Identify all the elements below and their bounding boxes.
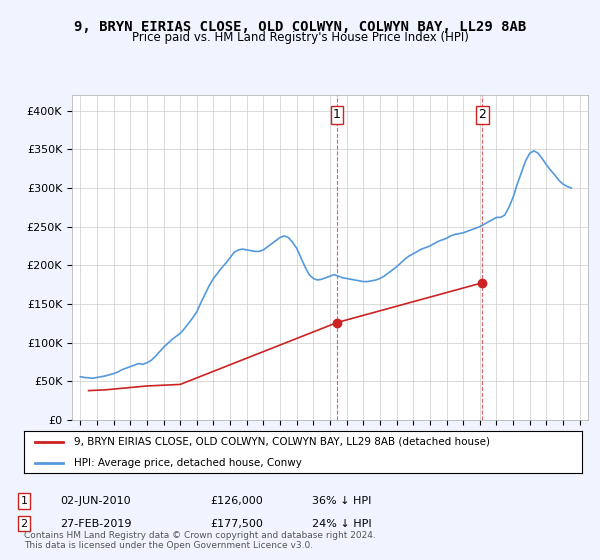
Text: £126,000: £126,000 [210,496,263,506]
Text: 2: 2 [479,108,487,121]
Text: 24% ↓ HPI: 24% ↓ HPI [312,519,371,529]
Text: £177,500: £177,500 [210,519,263,529]
Text: Contains HM Land Registry data © Crown copyright and database right 2024.
This d: Contains HM Land Registry data © Crown c… [24,530,376,550]
Text: 1: 1 [20,496,28,506]
Text: 02-JUN-2010: 02-JUN-2010 [60,496,131,506]
Text: 2: 2 [20,519,28,529]
Text: 9, BRYN EIRIAS CLOSE, OLD COLWYN, COLWYN BAY, LL29 8AB (detached house): 9, BRYN EIRIAS CLOSE, OLD COLWYN, COLWYN… [74,437,490,447]
Text: Price paid vs. HM Land Registry's House Price Index (HPI): Price paid vs. HM Land Registry's House … [131,31,469,44]
Text: 27-FEB-2019: 27-FEB-2019 [60,519,131,529]
Text: 9, BRYN EIRIAS CLOSE, OLD COLWYN, COLWYN BAY, LL29 8AB: 9, BRYN EIRIAS CLOSE, OLD COLWYN, COLWYN… [74,20,526,34]
Text: 36% ↓ HPI: 36% ↓ HPI [312,496,371,506]
Text: HPI: Average price, detached house, Conwy: HPI: Average price, detached house, Conw… [74,458,302,468]
Text: 1: 1 [333,108,341,121]
